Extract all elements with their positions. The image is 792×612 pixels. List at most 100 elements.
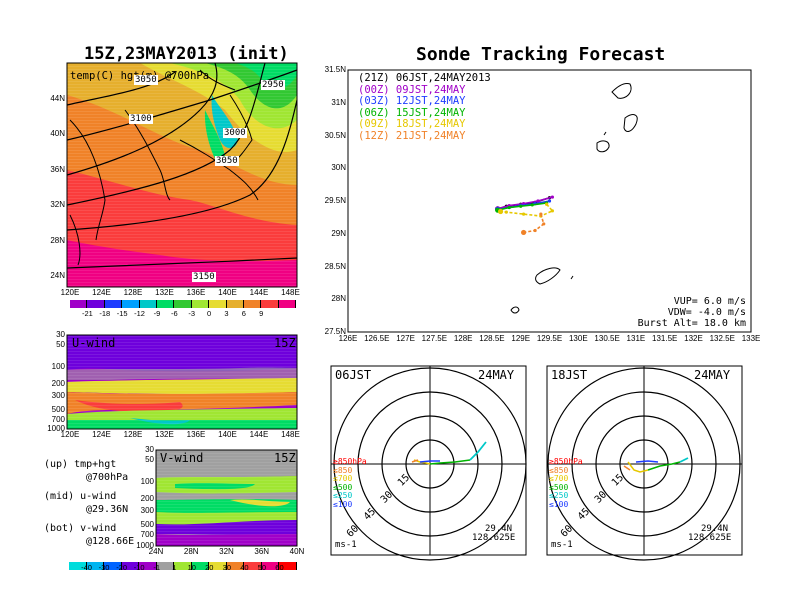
vwind-p-tick: 200	[140, 494, 154, 503]
hodo-level-label: ≤250	[333, 491, 353, 500]
colorbar-swatch	[279, 562, 297, 570]
track-lon-tick: 130.5E	[594, 334, 620, 343]
colorbar-swatch	[121, 562, 140, 570]
note-up-field: tmp+hgt	[74, 459, 117, 470]
map-lon-tick: 132E	[155, 288, 174, 297]
uwind-p-tick: 700	[51, 415, 65, 424]
colorbar-tick: 1	[172, 563, 177, 572]
track-lat-tick: 28.5N	[324, 261, 346, 271]
colorbar-tick: -18	[99, 309, 111, 318]
contour-label-1: 3050	[134, 75, 158, 85]
colorbar-swatch	[209, 300, 227, 308]
hodo-right-levels: ≥850hPa ≤850 ≤700 ≤500 ≤250 ≤100	[549, 457, 583, 509]
map-lon-tick: 124E	[92, 288, 111, 297]
hodo-level-label: ≤700	[333, 474, 353, 483]
temp-colorbar	[70, 300, 297, 308]
track-lat-tick: 27.5N	[324, 327, 346, 336]
track-lon-tick: 129.5E	[536, 334, 563, 343]
contour-label-6: 3150	[192, 272, 216, 282]
colorbar-tick: -21	[81, 309, 93, 318]
note-mid-tag: (mid)	[44, 491, 75, 502]
track-lat-tick: 28N	[331, 294, 346, 304]
sonde-track-point	[519, 204, 523, 208]
sonde-track-point	[542, 222, 546, 226]
hodograph-right	[546, 365, 743, 561]
note-up-level: @700hPa	[86, 472, 129, 483]
track-lon-tick: 127E	[396, 334, 415, 343]
uwind-lon-tick: 144E	[249, 430, 269, 439]
vwind-lat-tick: 40N	[289, 547, 305, 556]
hodo-level-label: ≤850	[549, 465, 569, 475]
track-lon-tick: 129E	[511, 334, 531, 343]
map-lat-tick: 32N	[50, 200, 65, 209]
sonde-track-point	[547, 199, 552, 203]
sonde-track-point	[521, 212, 526, 216]
uwind-lon-tick: 140E	[218, 430, 237, 439]
sonde-track-point	[550, 209, 554, 213]
track-lon-tick: 133E	[741, 334, 761, 343]
hodo-right-lat: 29.4N	[701, 524, 729, 534]
track-lat-tick: 30.5N	[324, 130, 346, 140]
side-notes: (up) tmp+hgt @700hPa (mid) u-wind @29.36N …	[44, 458, 154, 548]
colorbar-tick: 6	[241, 309, 246, 318]
colorbar-tick: 50	[257, 563, 267, 572]
colorbar-swatch	[70, 300, 88, 308]
colorbar-swatch	[104, 300, 123, 308]
uwind-p-tick: 30	[56, 330, 65, 339]
track-legend-entry: (21Z) 06JST,24MAY2013	[358, 72, 491, 84]
track-lon-tick: 126.5E	[364, 334, 390, 343]
colorbar-swatch	[86, 562, 105, 570]
note-mid-level: @29.36N	[86, 504, 129, 515]
vwind-p-tick: 100	[140, 477, 154, 486]
colorbar-tick: 60	[275, 563, 284, 572]
colorbar-tick: 3	[224, 309, 229, 318]
colorbar-swatch	[69, 562, 87, 570]
map-lat-tick: 24N	[50, 271, 65, 280]
colorbar-swatch	[191, 300, 210, 308]
sonde-track-point	[530, 203, 534, 207]
uwind-lon-tick: 120E	[60, 430, 80, 439]
map-lon-tick: 120E	[60, 288, 80, 297]
sonde-track-point	[507, 205, 511, 210]
hodo-right-lon: 128.625E	[688, 533, 732, 543]
uwind-p-tick: 1000	[47, 424, 65, 433]
hodo-level-label: ≤500	[549, 482, 569, 492]
hodo-level-label: ≤850	[333, 465, 353, 475]
colorbar-swatch	[104, 562, 122, 570]
hodo-left-lat: 29.4N	[485, 524, 513, 534]
uwind-p-tick: 100	[51, 362, 65, 371]
track-legend-entry: (03Z) 12JST,24MAY	[358, 95, 466, 107]
vwind-p-tick: 500	[140, 520, 154, 529]
sonde-track-point	[550, 195, 554, 199]
vwind-p-tick: 700	[140, 530, 154, 539]
colorbar-swatch	[122, 300, 140, 308]
colorbar-swatch	[261, 562, 280, 570]
map-lat-tick: 40N	[50, 129, 65, 138]
colorbar-swatch	[156, 562, 175, 570]
colorbar-tick: -15	[116, 309, 128, 318]
param-burst: Burst Alt= 18.0 km	[637, 318, 746, 329]
colorbar-swatch	[191, 562, 210, 570]
track-lon-tick: 132E	[684, 334, 703, 343]
hodo-left-lon: 128.625E	[472, 533, 516, 543]
temp-700hpa-map	[66, 62, 298, 288]
hodo-right-time: 18JST	[551, 368, 588, 382]
hodograph-left	[330, 365, 527, 561]
vwind-lat-tick: 32N	[219, 547, 234, 556]
hodo-level-label: ≤700	[549, 474, 569, 483]
sonde-track-point	[504, 210, 508, 214]
colorbar-tick: 30	[222, 563, 232, 572]
track-lat-tick: 29N	[331, 228, 346, 238]
uwind-p-tick: 300	[51, 391, 65, 400]
note-up-tag: (up)	[44, 459, 69, 470]
track-lon-tick: 131.5E	[652, 334, 678, 343]
colorbar-tick: -9	[153, 309, 161, 318]
track-legend-entry: (06Z) 15JST,24MAY	[358, 106, 466, 119]
map-lon-tick: 136E	[186, 288, 206, 297]
colorbar-tick: -40	[81, 563, 92, 572]
colorbar-swatch	[278, 300, 297, 308]
uwind-label: U-wind	[72, 336, 116, 350]
contour-label-4: 3000	[223, 128, 247, 138]
colorbar-tick: 10	[187, 563, 196, 572]
track-lat-tick: 31N	[331, 97, 346, 107]
